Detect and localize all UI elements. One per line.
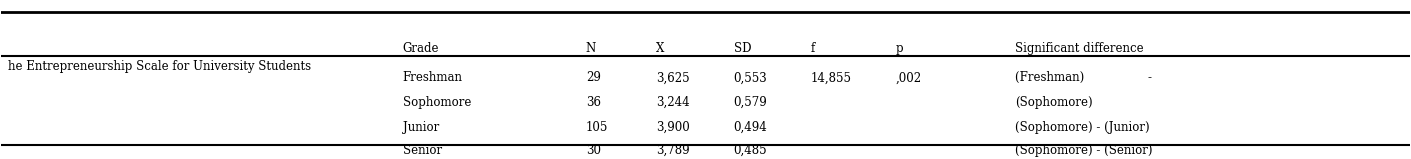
Text: 30: 30 [586, 144, 601, 157]
Text: Senior: Senior [402, 144, 442, 157]
Text: SD: SD [734, 42, 751, 55]
Text: 3,900: 3,900 [656, 121, 690, 134]
Text: N: N [586, 42, 595, 55]
Text: Sophomore: Sophomore [402, 96, 471, 109]
Text: 105: 105 [586, 121, 608, 134]
Text: X: X [656, 42, 665, 55]
Text: 0,494: 0,494 [734, 121, 768, 134]
Text: 14,855: 14,855 [811, 71, 852, 84]
Text: (Freshman)                 -: (Freshman) - [1016, 71, 1153, 84]
Text: 36: 36 [586, 96, 601, 109]
Text: (Sophomore) - (Senior): (Sophomore) - (Senior) [1016, 144, 1153, 157]
Text: (Sophomore) - (Junior): (Sophomore) - (Junior) [1016, 121, 1150, 134]
Text: 0,579: 0,579 [734, 96, 768, 109]
Text: (Sophomore): (Sophomore) [1016, 96, 1094, 109]
Text: 0,553: 0,553 [734, 71, 768, 84]
Text: Freshman: Freshman [402, 71, 463, 84]
Text: 3,244: 3,244 [656, 96, 690, 109]
Text: p: p [896, 42, 903, 55]
Text: 29: 29 [586, 71, 601, 84]
Text: f: f [811, 42, 816, 55]
Text: ,002: ,002 [896, 71, 921, 84]
Text: 0,485: 0,485 [734, 144, 768, 157]
Text: Significant difference: Significant difference [1016, 42, 1144, 55]
Text: he Entrepreneurship Scale for University Students: he Entrepreneurship Scale for University… [8, 60, 312, 73]
Text: Junior: Junior [402, 121, 439, 134]
Text: Grade: Grade [402, 42, 439, 55]
Text: 3,625: 3,625 [656, 71, 690, 84]
Text: 3,789: 3,789 [656, 144, 690, 157]
